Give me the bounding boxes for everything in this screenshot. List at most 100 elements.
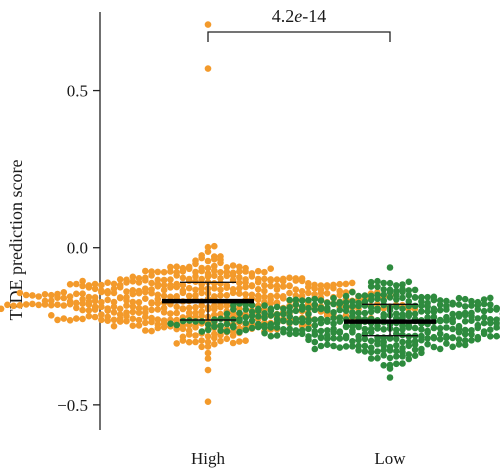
data-point [424,293,431,301]
data-point [148,327,155,335]
data-point [493,306,500,313]
data-point [405,351,413,358]
data-point [267,265,275,273]
data-point [129,315,137,323]
data-point [286,282,293,290]
data-point [449,310,457,318]
data-point [393,342,400,349]
data-point [267,324,275,331]
data-point [267,332,275,340]
data-point [110,298,118,306]
data-point [154,316,162,323]
data-point [217,310,224,318]
data-point [342,323,350,331]
data-point [223,284,231,292]
data-point [248,317,256,325]
data-point [223,302,231,310]
data-point [79,306,86,314]
data-point [355,323,362,331]
data-point [474,324,482,332]
data-point [154,306,162,313]
data-point [305,296,312,304]
data-point [179,289,187,297]
data-point [480,319,488,327]
data-point [204,257,212,265]
data-point [116,305,124,313]
data-point [104,289,111,297]
data-point [298,318,306,326]
data-point [298,330,306,338]
data-point [236,309,243,317]
data-point [361,309,369,317]
data-point [480,307,488,315]
data-point [311,306,319,314]
data-point [173,340,180,347]
data-point [461,311,469,319]
data-point [261,314,268,322]
data-point [436,306,444,314]
data-point [330,300,337,308]
data-point [443,317,450,324]
data-point [280,317,287,325]
data-point [474,315,482,322]
data-point [399,331,406,339]
data-point [480,330,488,338]
data-point [386,294,394,301]
data-point [292,319,300,326]
data-point [386,279,394,287]
data-point [123,302,130,309]
data-point [129,322,137,330]
data-point [367,328,375,336]
data-point [204,326,212,334]
data-point [424,303,431,310]
y-tick-label: 0.0 [67,239,88,258]
data-point [160,276,168,284]
data-point [311,322,319,329]
data-point [98,288,105,296]
data-point [418,349,425,357]
data-point [324,335,331,343]
data-point [474,335,482,343]
data-point [154,300,162,307]
data-point [380,313,388,321]
data-point [324,341,331,349]
data-point [386,365,394,372]
data-point [411,352,419,360]
data-point [79,277,86,285]
data-point [380,286,388,293]
data-point [79,315,86,323]
data-point [110,289,118,297]
data-point [367,348,375,356]
data-point [73,290,80,298]
data-point [311,345,319,353]
data-point [286,289,293,297]
data-point [154,283,162,290]
data-point [349,288,356,296]
data-point [317,334,325,342]
data-point [461,330,469,338]
data-point [399,294,406,302]
data-point [142,267,149,275]
data-point [179,325,187,333]
data-point [135,322,143,329]
data-point [160,281,168,289]
data-point [154,268,162,276]
data-point [342,299,350,306]
data-point [480,296,488,303]
data-point [311,316,319,324]
data-point [418,326,425,333]
data-point [411,294,419,301]
data-point [405,287,413,294]
data-point [35,293,42,300]
data-point [135,289,143,297]
data-point [192,338,199,346]
data-point [461,295,469,303]
data-point [336,300,344,308]
data-point [242,306,250,313]
data-point [66,281,74,288]
data-point [468,317,475,325]
data-point [405,355,413,363]
data-point [16,302,24,309]
data-point [204,338,212,346]
data-point [91,297,99,305]
